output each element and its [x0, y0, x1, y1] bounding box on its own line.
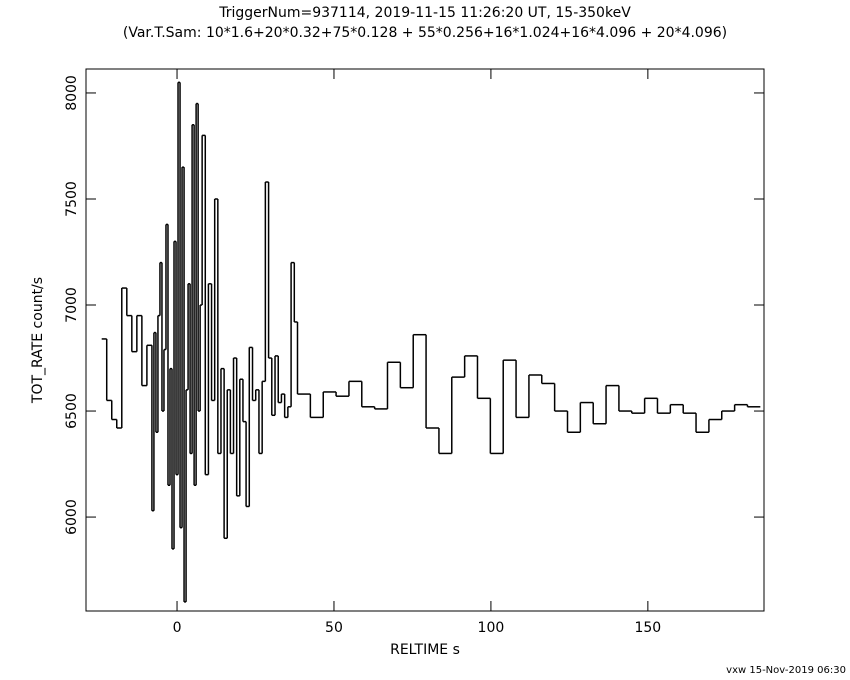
plot-frame — [85, 68, 765, 612]
chart-title: TriggerNum=937114, 2019-11-15 11:26:20 U… — [218, 5, 631, 21]
x-tick-label: 100 — [478, 620, 505, 636]
y-tick-label: 7500 — [64, 181, 80, 217]
y-tick-label: 6500 — [64, 393, 80, 429]
chart-subtitle: (Var.T.Sam: 10*1.6+20*0.32+75*0.128 + 55… — [123, 25, 727, 41]
x-tick-label: 150 — [634, 620, 661, 636]
y-tick-label: 6000 — [64, 499, 80, 535]
x-tick-label: 0 — [173, 620, 182, 636]
x-tick-label: 50 — [325, 620, 343, 636]
y-axis-label: TOT_RATE count/s — [30, 277, 46, 404]
y-tick-label: 8000 — [64, 75, 80, 111]
x-axis-label: RELTIME s — [390, 642, 460, 658]
y-tick-label: 7000 — [64, 287, 80, 323]
footer: vxw 15-Nov-2019 06:30 — [726, 665, 846, 676]
